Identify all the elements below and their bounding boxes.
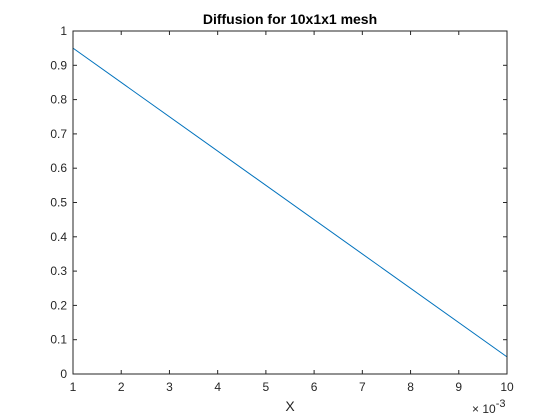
x-tick-label: 4 (214, 380, 221, 394)
x-tick-label: 8 (407, 380, 414, 394)
y-tick-label: 0.8 (50, 93, 67, 107)
x-tick-label: 2 (118, 380, 125, 394)
y-tick-label: 1 (60, 24, 67, 38)
x-tick-label: 6 (311, 380, 318, 394)
x-tick-label: 5 (263, 380, 270, 394)
x-scale-multiplier: × 10-3 (472, 398, 505, 416)
x-tick-label: 3 (166, 380, 173, 394)
y-tick-label: 0.6 (50, 161, 67, 175)
x-tick-label: 9 (455, 380, 462, 394)
y-tick-label: 0.2 (50, 298, 67, 312)
y-tick-label: 0.1 (50, 333, 67, 347)
chart-title: Diffusion for 10x1x1 mesh (203, 11, 377, 27)
y-tick-label: 0.9 (50, 58, 67, 72)
y-tick-label: 0 (60, 367, 67, 381)
y-tick-label: 0.3 (50, 264, 67, 278)
x-tick-label: 7 (359, 380, 366, 394)
x-tick-label: 10 (500, 380, 514, 394)
x-ticks: 1 2 3 4 5 6 7 8 9 10 (70, 31, 514, 394)
x-axis-label: X (285, 398, 295, 414)
series-line (72, 47, 508, 358)
x-scale-base: × 10 (472, 402, 496, 416)
y-ticks: 0 0.1 0.2 0.3 0.4 0.5 0.6 0.7 0.8 0.9 1 (50, 24, 507, 381)
axes-box (72, 30, 508, 375)
y-tick-label: 0.4 (50, 230, 67, 244)
x-tick-label: 1 (70, 380, 77, 394)
x-scale-exponent: -3 (496, 398, 506, 410)
y-tick-label: 0.7 (50, 127, 67, 141)
y-tick-label: 0.5 (50, 196, 67, 210)
series-layer (72, 47, 508, 358)
